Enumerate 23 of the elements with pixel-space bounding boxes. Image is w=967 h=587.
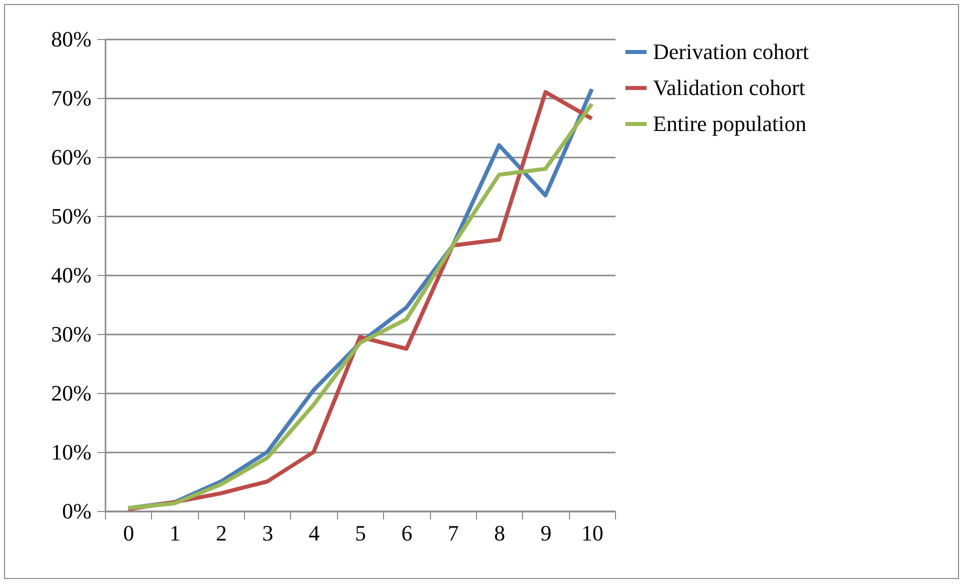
legend-label: Validation cohort xyxy=(653,75,806,100)
y-tick-label: 80% xyxy=(51,26,92,52)
x-tick-label: 1 xyxy=(170,520,181,546)
y-tick-label: 50% xyxy=(51,204,92,228)
y-tick-label: 60% xyxy=(51,144,92,170)
x-tick-label: 2 xyxy=(216,520,227,546)
y-tick-label: 0% xyxy=(62,498,92,524)
x-tick-label: 8 xyxy=(494,520,506,546)
x-tick-label: 0 xyxy=(123,520,134,546)
x-tick-label: 4 xyxy=(308,520,320,546)
x-tick-label: 7 xyxy=(448,520,459,546)
legend-label: Entire population xyxy=(653,111,806,136)
x-tick-label: 6 xyxy=(401,520,412,546)
legend-label: Derivation cohort xyxy=(653,39,809,64)
y-tick-label: 30% xyxy=(51,322,92,346)
x-tick-label: 10 xyxy=(581,520,604,546)
x-tick-label: 9 xyxy=(540,520,552,546)
y-tick-label: 40% xyxy=(51,262,92,288)
x-tick-label: 5 xyxy=(355,520,366,546)
y-tick-label: 70% xyxy=(51,86,92,110)
y-tick-label: 20% xyxy=(51,380,92,406)
x-tick-label: 3 xyxy=(262,520,274,546)
y-tick-label: 10% xyxy=(51,440,92,464)
